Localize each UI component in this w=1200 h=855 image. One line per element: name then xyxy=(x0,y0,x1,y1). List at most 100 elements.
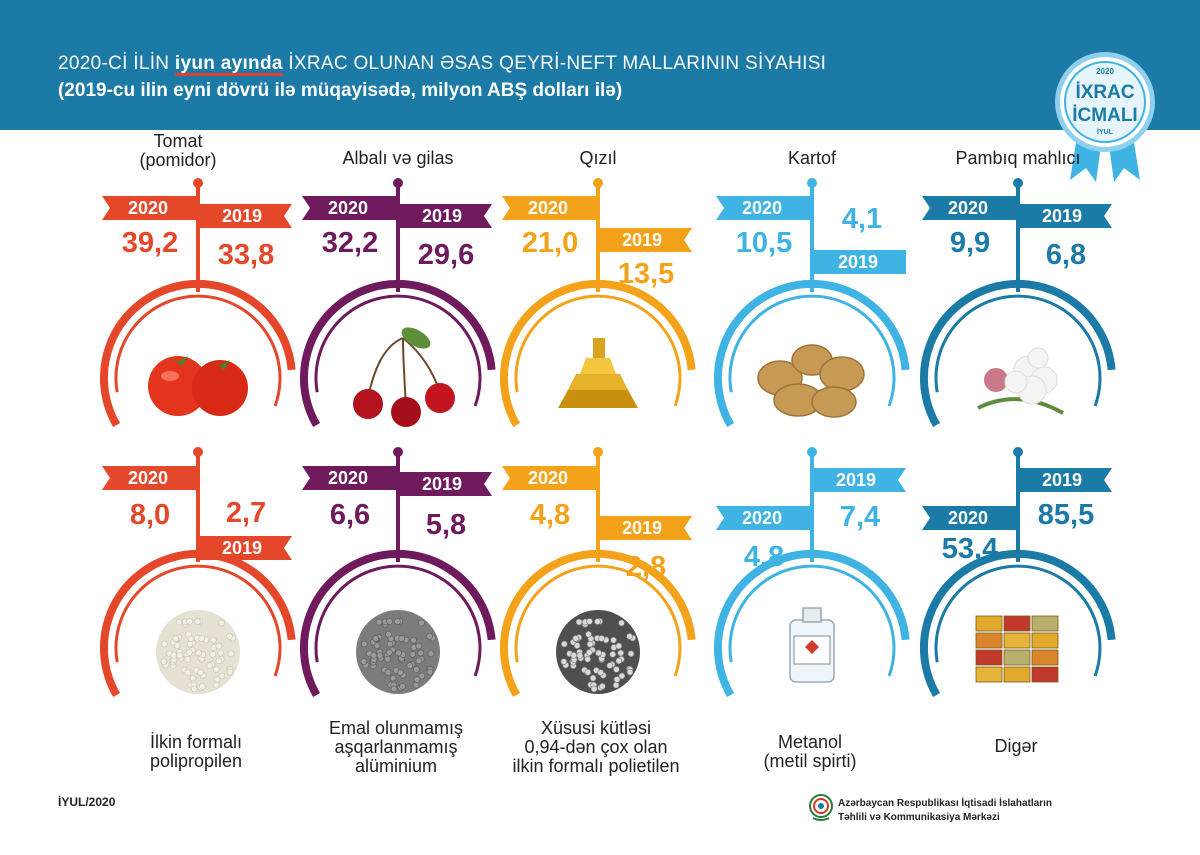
value-2019: 5,8 xyxy=(426,509,466,541)
value-2020: 9,9 xyxy=(950,227,990,259)
flag-2019-label: 2019 xyxy=(422,206,462,226)
pellet xyxy=(627,633,633,639)
pellet xyxy=(390,675,396,681)
pellet xyxy=(385,669,391,675)
org-line-1: Azərbaycan Respublikası İqtisadi İslahat… xyxy=(838,797,1052,811)
pellet xyxy=(627,669,633,675)
container-box xyxy=(1032,616,1058,631)
pellet xyxy=(174,643,180,649)
item-9: 20204,820197,4Metanol(metil spirti) xyxy=(716,447,906,771)
value-2020: 39,2 xyxy=(122,227,178,259)
pellet xyxy=(611,637,617,643)
container-box xyxy=(1004,650,1030,665)
pellet xyxy=(176,619,182,625)
pellet xyxy=(185,656,191,662)
pellet xyxy=(377,652,383,658)
containers-icon xyxy=(952,582,1084,714)
product-name: Kartof xyxy=(788,148,837,168)
flag-2019-label: 2019 xyxy=(1042,470,1082,490)
connector-dot xyxy=(593,178,603,188)
pellet xyxy=(410,651,416,657)
connector-dot xyxy=(193,447,203,457)
pellet xyxy=(219,673,225,679)
product-name: 0,94-dən çox olan xyxy=(524,737,667,757)
pellet xyxy=(427,669,433,675)
pellet xyxy=(416,658,422,664)
value-2020: 10,5 xyxy=(736,227,792,259)
pellet xyxy=(387,618,393,624)
tomato-shine xyxy=(161,371,179,381)
value-2019: 13,5 xyxy=(618,258,674,290)
value-2020: 53,4 xyxy=(942,533,998,565)
pellet xyxy=(613,682,619,688)
pellet xyxy=(161,641,167,647)
flag-2019-label: 2019 xyxy=(422,474,462,494)
gold-bar xyxy=(580,358,616,374)
product-name: ilkin formalı polietilen xyxy=(512,756,679,776)
pellet xyxy=(587,618,593,624)
pellet xyxy=(185,669,191,675)
value-2019: 7,4 xyxy=(840,501,880,533)
pellet xyxy=(561,659,567,665)
product-name: polipropilen xyxy=(150,751,242,771)
pellet xyxy=(616,643,622,649)
emblem-icon xyxy=(808,792,834,822)
pellet xyxy=(418,650,424,656)
flag-2019-label: 2019 xyxy=(222,206,262,226)
pellet xyxy=(616,658,622,664)
pellet xyxy=(613,666,619,672)
tomato-right xyxy=(192,360,248,416)
pellet xyxy=(171,652,177,658)
connector-dot xyxy=(393,447,403,457)
value-2019: 4,1 xyxy=(842,203,882,235)
pellet xyxy=(586,649,592,655)
container-box xyxy=(1004,667,1030,682)
flag-2019-label: 2019 xyxy=(622,518,662,538)
aluminium-icon xyxy=(332,582,464,714)
pellet xyxy=(419,620,425,626)
pellet xyxy=(599,635,605,641)
cotton-boll xyxy=(1005,371,1027,393)
pellet xyxy=(161,659,167,665)
pellet xyxy=(361,659,367,665)
pellet xyxy=(413,666,419,672)
pellet xyxy=(599,683,605,689)
value-2020: 4,8 xyxy=(530,499,570,531)
connector-dot xyxy=(193,178,203,188)
container-box xyxy=(1032,650,1058,665)
pellet xyxy=(413,682,419,688)
flag-2020-label: 2020 xyxy=(528,468,568,488)
value-2020: 4,8 xyxy=(744,541,784,573)
pellet xyxy=(195,619,201,625)
pellet xyxy=(591,686,597,692)
value-2019: 85,5 xyxy=(1038,499,1094,531)
pellet xyxy=(213,682,219,688)
item-3: 202021,0 201913,5Qızıl xyxy=(502,148,692,444)
pellet xyxy=(399,635,405,641)
pellet xyxy=(391,686,397,692)
footer-organization: Azərbaycan Respublikası İqtisadi İslahat… xyxy=(838,797,1052,825)
pellet xyxy=(186,631,192,637)
container-box xyxy=(976,616,1002,631)
pellet xyxy=(371,652,377,658)
product-name: (pomidor) xyxy=(139,150,216,170)
connector-dot xyxy=(807,178,817,188)
product-name: aşqarlanmamış xyxy=(334,737,457,757)
pellet xyxy=(216,658,222,664)
pellet xyxy=(610,651,616,657)
cherry xyxy=(425,383,455,413)
tomato-icon xyxy=(132,312,264,444)
pellet xyxy=(186,649,192,655)
pellet xyxy=(619,673,625,679)
pellet xyxy=(198,670,204,676)
pellet xyxy=(173,635,179,641)
potato-icon xyxy=(746,312,878,444)
flag-2020-label: 2020 xyxy=(528,198,568,218)
gold-bar xyxy=(558,390,638,408)
pellet xyxy=(596,650,602,656)
value-2020: 8,0 xyxy=(130,499,170,531)
cotton-boll xyxy=(1028,348,1048,368)
pellet xyxy=(187,641,193,647)
pellet xyxy=(585,656,591,662)
